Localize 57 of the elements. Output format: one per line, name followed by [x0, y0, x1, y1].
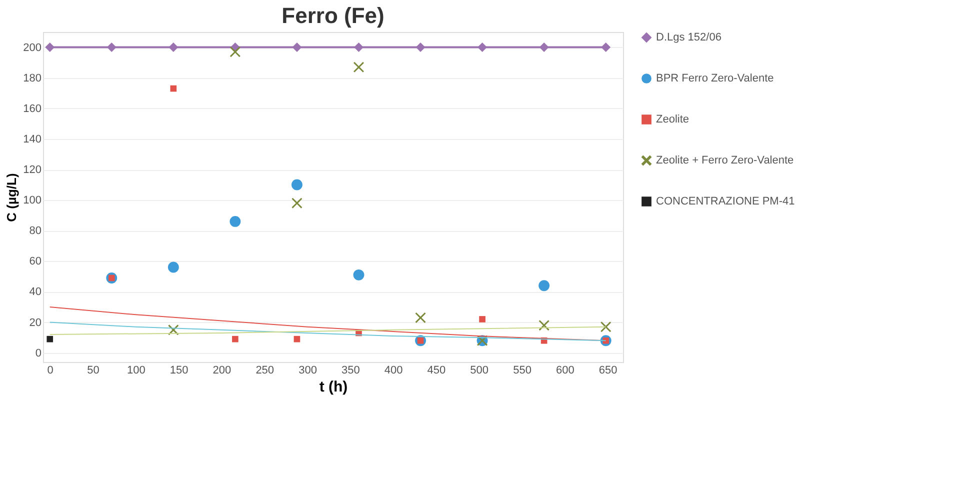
x-axis-title: t (h) — [319, 378, 348, 396]
y-tick-label: 200 — [23, 42, 42, 54]
legend-label: Zeolite — [656, 114, 690, 126]
x-tick-label: 500 — [470, 364, 489, 376]
point — [353, 62, 364, 72]
y-tick-label: 100 — [23, 194, 42, 207]
x-tick-label: 150 — [170, 364, 188, 376]
point — [230, 46, 240, 58]
x-tick-label: 200 — [212, 364, 232, 376]
x-tick-label: 550 — [513, 364, 532, 376]
x-tick-label: 100 — [126, 364, 146, 376]
point — [539, 42, 549, 52]
legend-label: D.Lgs 152/06 — [656, 32, 722, 44]
x-tick-label: 450 — [427, 364, 446, 376]
point — [292, 198, 302, 208]
chart-title: Ferro (Fe) — [282, 3, 384, 28]
point — [479, 316, 486, 322]
y-tick-label: 180 — [23, 72, 42, 84]
y-tick-label: 20 — [29, 316, 42, 329]
y-tick-label: 0 — [35, 347, 42, 360]
x-tick-label: 50 — [87, 364, 100, 376]
legend-label: CONCENTRAZIONE PM-41 — [656, 196, 795, 208]
legend-label: BPR Ferro Zero-Valente — [656, 72, 774, 84]
point — [354, 42, 364, 52]
x-tick-label: 0 — [47, 364, 54, 376]
legend-label: Zeolite + Ferro Zero-Valente — [656, 154, 794, 166]
point — [538, 280, 550, 292]
y-tick-label: 60 — [29, 256, 42, 268]
y-axis-title: C (µg/L) — [4, 173, 20, 222]
point — [230, 216, 241, 227]
point — [415, 312, 426, 323]
point — [600, 322, 612, 332]
x-tick-label: 650 — [598, 364, 618, 376]
point — [170, 85, 177, 92]
point — [478, 42, 488, 52]
point — [601, 42, 611, 52]
y-tick-label: 120 — [23, 164, 42, 176]
point — [294, 336, 300, 342]
point — [46, 336, 54, 342]
y-tick-label: 140 — [23, 133, 42, 146]
point — [168, 262, 179, 273]
x-tick-label: 600 — [556, 364, 574, 376]
point — [106, 42, 116, 52]
point — [45, 42, 55, 52]
point — [416, 42, 426, 52]
x-tick-label: 400 — [384, 364, 403, 376]
x-tick-label: 350 — [341, 364, 360, 376]
y-tick-label: 160 — [23, 102, 42, 115]
point — [168, 42, 178, 52]
y-tick-label: 80 — [29, 225, 42, 238]
point — [353, 269, 364, 280]
x-tick-label: 250 — [256, 364, 274, 376]
point — [291, 179, 302, 190]
point — [232, 336, 238, 342]
y-tick-label: 40 — [29, 286, 42, 298]
x-tick-label: 300 — [298, 364, 317, 376]
point — [292, 42, 302, 52]
